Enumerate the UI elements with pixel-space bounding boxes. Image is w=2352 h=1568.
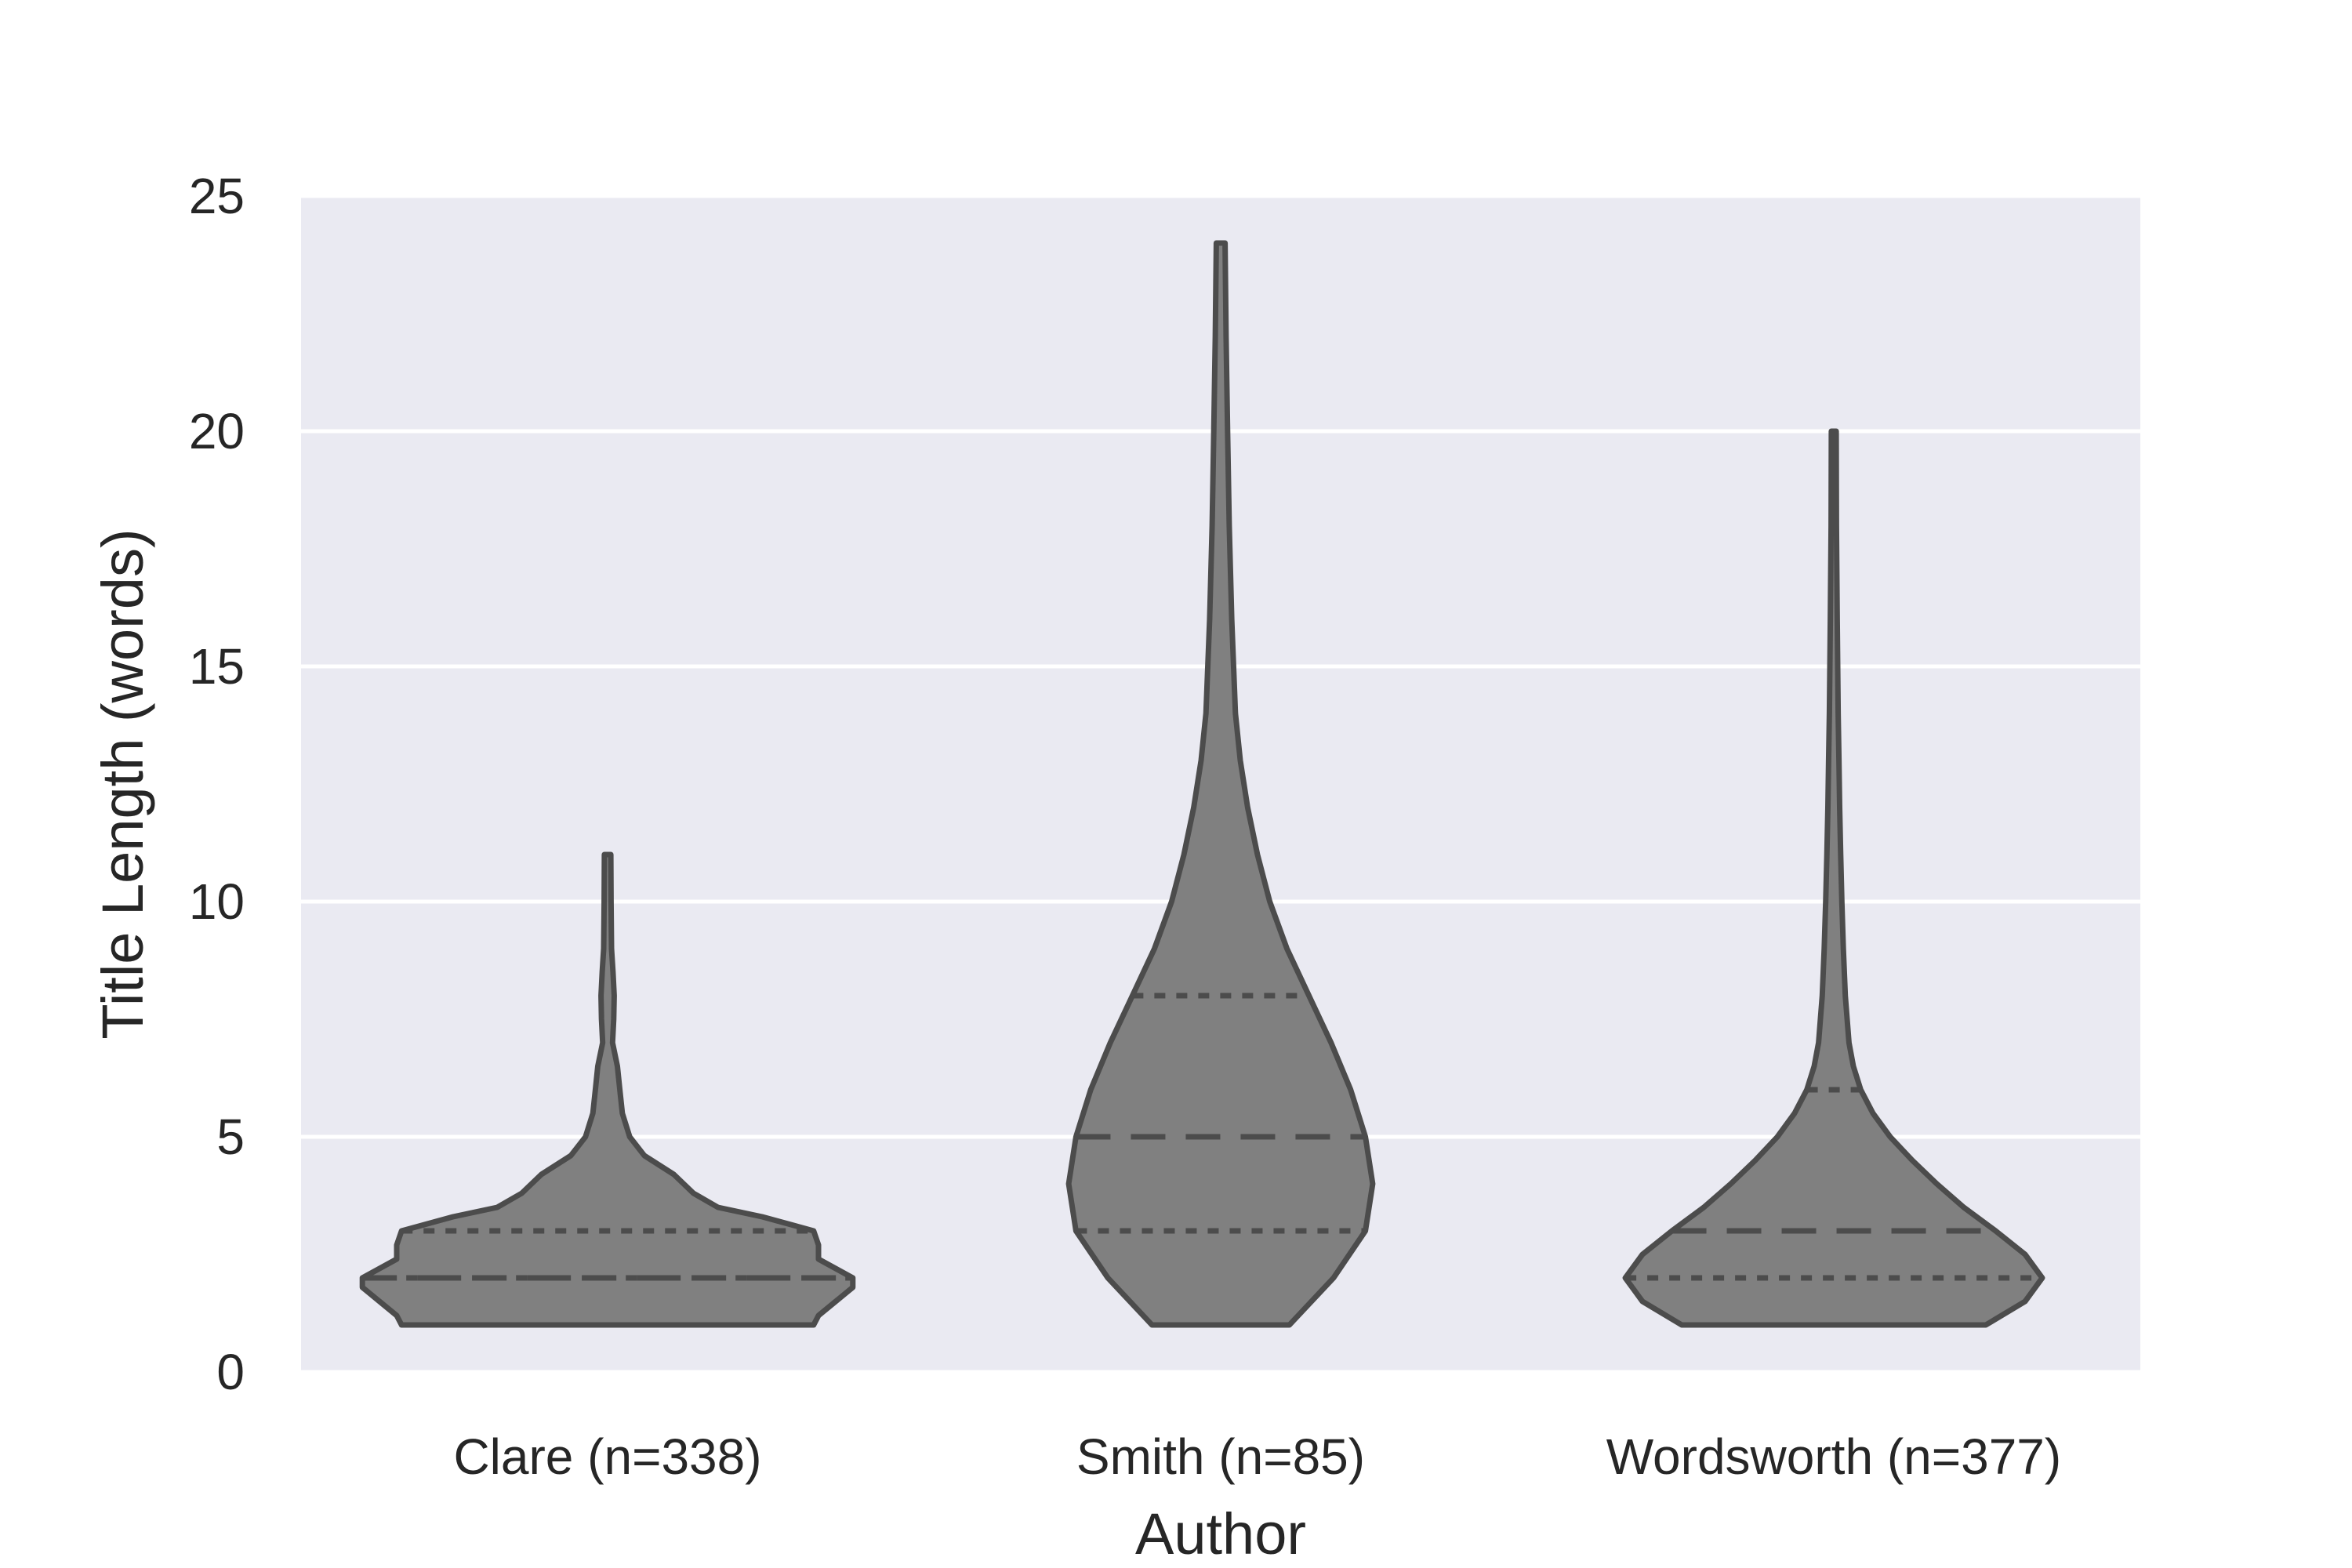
violin-3 — [1622, 428, 2045, 1328]
x-category-labels: Clare (n=338) Smith (n=85) Wordsworth (n=3… — [453, 1428, 2061, 1485]
violin-body-2 — [1065, 240, 1376, 1328]
y-tick-label-5: 5 — [216, 1109, 245, 1165]
y-tick-label-15: 15 — [189, 638, 245, 695]
x-category-label-3: Wordsworth (n=377) — [1606, 1428, 2061, 1485]
violins — [359, 240, 2045, 1328]
x-category-label-1: Clare (n=338) — [453, 1428, 761, 1485]
x-axis-label: Author — [1135, 1501, 1306, 1566]
y-tick-labels: 0 5 10 15 20 25 — [189, 168, 245, 1400]
y-tick-label-0: 0 — [216, 1344, 245, 1400]
y-tick-label-20: 20 — [189, 403, 245, 459]
violin-body-3 — [1622, 428, 2045, 1328]
x-category-label-2: Smith (n=85) — [1076, 1428, 1365, 1485]
violin-2 — [1065, 240, 1376, 1328]
y-tick-label-10: 10 — [189, 873, 245, 930]
violin-body-1 — [359, 851, 856, 1328]
y-tick-label-25: 25 — [189, 168, 245, 224]
violin-1 — [359, 851, 856, 1328]
y-axis-label: Title Length (words) — [90, 528, 155, 1039]
